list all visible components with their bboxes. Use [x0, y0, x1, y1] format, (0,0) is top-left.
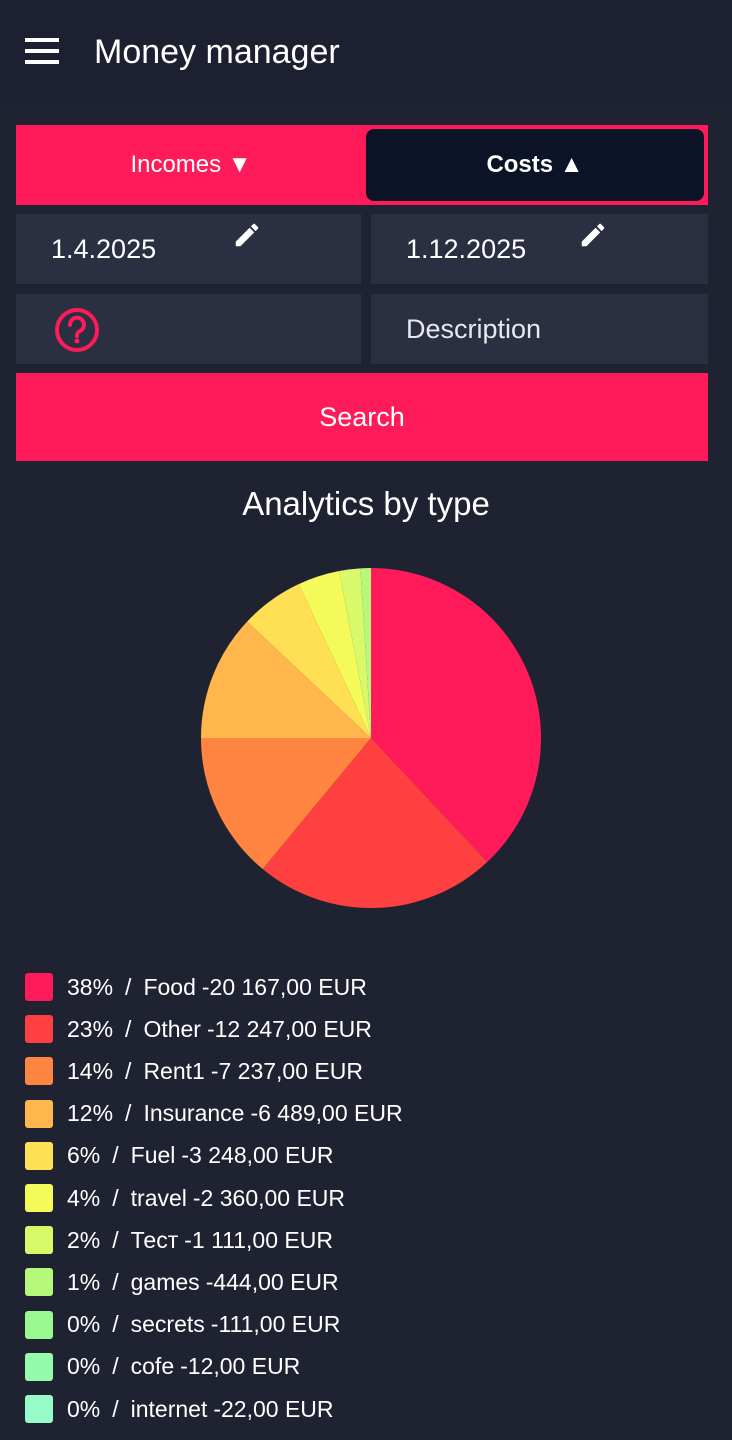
pie-slice: [201, 621, 371, 738]
legend-separator: /: [112, 1311, 119, 1338]
incomes-tab[interactable]: Incomes ▼: [130, 151, 252, 178]
legend-name: Insurance: [143, 1100, 245, 1127]
legend-separator: /: [125, 1057, 132, 1084]
description-field[interactable]: Description: [371, 294, 708, 364]
legend-name: Other: [143, 1015, 201, 1042]
legend-separator: /: [112, 1353, 119, 1380]
date-to-field[interactable]: 1.12.2025: [371, 214, 708, 284]
legend-name: Food: [143, 973, 196, 1000]
app-title: Money manager: [94, 33, 340, 71]
legend-percent: 14%: [67, 1057, 114, 1084]
legend-amount: -3 248,00 EUR: [181, 1142, 334, 1169]
legend-percent: 0%: [67, 1353, 101, 1380]
legend-separator: /: [112, 1142, 119, 1169]
type-tabs: Incomes ▼ Costs ▲: [16, 125, 708, 205]
chart-title: Analytics by type: [242, 485, 490, 522]
legend-item: 14% / Rent1 -7 237,00 EUR: [25, 1056, 363, 1086]
legend-name: Fuel: [130, 1142, 176, 1169]
legend-percent: 12%: [67, 1100, 114, 1127]
legend-separator: /: [125, 1015, 132, 1042]
pie-slice: [360, 568, 371, 738]
legend-item: 12% / Insurance -6 489,00 EUR: [25, 1099, 403, 1129]
legend-separator: /: [112, 1395, 119, 1422]
costs-tab[interactable]: Costs ▲: [366, 129, 704, 201]
legend-item: 1% / games -444,00 EUR: [25, 1267, 339, 1297]
menu-button[interactable]: [25, 38, 59, 64]
legend-swatch: [25, 1099, 53, 1128]
legend-item: 0% / secrets -111,00 EUR: [25, 1310, 340, 1340]
legend-amount: -12,00 EUR: [180, 1353, 301, 1380]
legend-name: secrets: [130, 1311, 205, 1338]
legend-swatch: [25, 1057, 53, 1086]
legend-percent: 38%: [67, 973, 114, 1000]
legend-percent: 6%: [67, 1142, 101, 1169]
date-from: 1.4.2025: [51, 234, 157, 264]
legend-amount: -12 247,00 EUR: [206, 1015, 372, 1042]
edit-icon[interactable]: [578, 220, 608, 250]
date-to: 1.12.2025: [406, 234, 527, 264]
legend-amount: -444,00 EUR: [205, 1268, 339, 1295]
legend-percent: 23%: [67, 1015, 114, 1042]
pie-slice: [339, 568, 371, 738]
search-button[interactable]: Search: [16, 373, 708, 461]
legend-amount: -2 360,00 EUR: [192, 1184, 346, 1211]
description-placeholder: Description: [406, 314, 542, 344]
legend-separator: /: [125, 1100, 132, 1127]
legend-name: internet: [130, 1395, 208, 1422]
legend-swatch: [25, 1395, 53, 1423]
legend-amount: -20 167,00 EUR: [201, 973, 367, 1000]
pie-slice: [247, 584, 371, 738]
legend-separator: /: [112, 1184, 119, 1211]
legend-name: travel: [130, 1184, 187, 1211]
pie-slice: [371, 568, 541, 862]
legend-amount: -111,00 EUR: [210, 1311, 341, 1338]
legend-percent: 1%: [67, 1268, 101, 1295]
app-bar: Money manager: [0, 0, 732, 105]
legend-swatch: [25, 1141, 53, 1170]
legend-percent: 0%: [67, 1311, 101, 1338]
date-from-field[interactable]: 1.4.2025: [16, 214, 361, 284]
legend-swatch: [25, 1184, 53, 1212]
type-select[interactable]: [16, 294, 361, 364]
legend-amount: -6 489,00 EUR: [250, 1100, 403, 1127]
legend-item: 4% / travel -2 360,00 EUR: [25, 1183, 345, 1213]
legend-item: 6% / Fuel -3 248,00 EUR: [25, 1141, 334, 1171]
legend-item: 0% / cofe -12,00 EUR: [25, 1352, 300, 1382]
legend-name: cofe: [130, 1353, 175, 1380]
legend-name: Тест: [130, 1226, 179, 1253]
help-icon[interactable]: [54, 307, 100, 353]
legend-swatch: [25, 1015, 53, 1044]
pie-slice: [201, 738, 371, 869]
legend-percent: 0%: [67, 1395, 101, 1422]
legend-amount: -22,00 EUR: [213, 1395, 334, 1422]
legend-swatch: [25, 1268, 53, 1297]
legend-percent: 2%: [67, 1226, 101, 1253]
legend-swatch: [25, 973, 53, 1001]
legend-item: 38% / Food -20 167,00 EUR: [25, 972, 367, 1002]
legend-name: Rent1: [143, 1057, 205, 1084]
edit-icon[interactable]: [232, 220, 262, 250]
legend-item: 0% / internet -22,00 EUR: [25, 1394, 334, 1424]
pie-chart: [201, 568, 541, 908]
legend-name: games: [130, 1268, 200, 1295]
legend-item: 23% / Other -12 247,00 EUR: [25, 1014, 372, 1044]
legend-swatch: [25, 1226, 53, 1255]
pie-slice: [262, 738, 488, 908]
pie-slice: [298, 571, 371, 738]
legend-amount: -1 111,00 EUR: [184, 1226, 333, 1253]
legend-swatch: [25, 1352, 53, 1381]
legend-item: 2% / Тест -1 111,00 EUR: [25, 1225, 333, 1255]
legend-amount: -7 237,00 EUR: [210, 1057, 363, 1084]
legend-swatch: [25, 1310, 53, 1339]
legend-percent: 4%: [67, 1184, 101, 1211]
legend-separator: /: [125, 973, 132, 1000]
legend-separator: /: [112, 1268, 119, 1295]
legend-separator: /: [112, 1226, 119, 1253]
